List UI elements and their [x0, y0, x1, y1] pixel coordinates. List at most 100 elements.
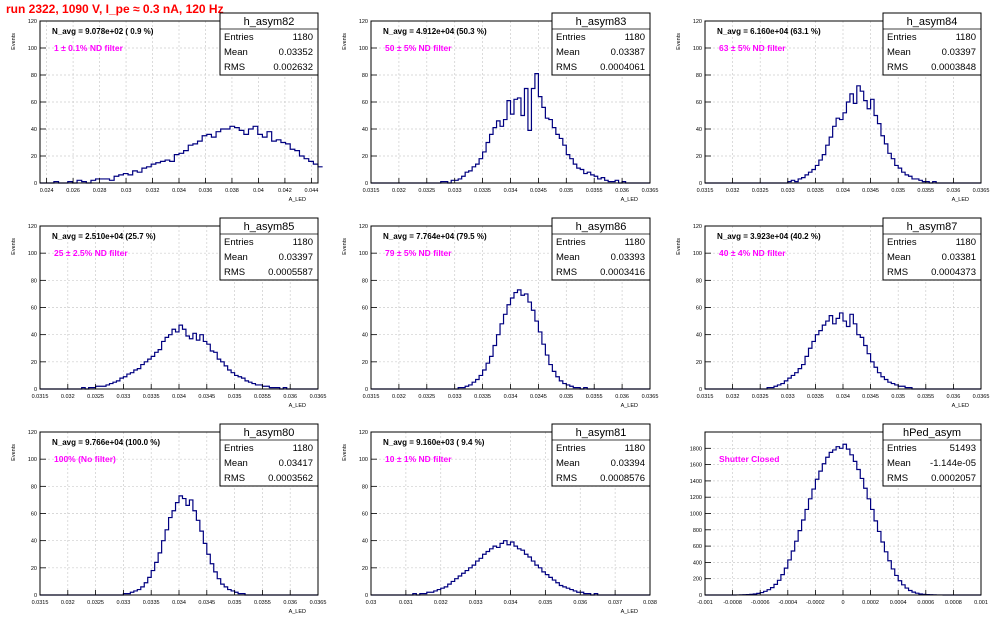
- stats-rms-value: 0.0003848: [931, 62, 976, 73]
- x-tick-label: 0.035: [228, 394, 242, 400]
- stats-entries-label: Entries: [887, 237, 917, 248]
- y-tick-label: 80: [362, 484, 368, 490]
- x-tick-label: 0.035: [891, 188, 905, 194]
- x-tick-label: 0.036: [199, 188, 213, 194]
- x-tick-label: 0.0315: [32, 394, 49, 400]
- stats-rms-label: RMS: [224, 473, 245, 484]
- stats-rms-label: RMS: [556, 473, 577, 484]
- x-tick-label: 0.035: [891, 394, 905, 400]
- y-tick-label: 20: [31, 360, 37, 366]
- y-tick-label: 60: [696, 306, 702, 312]
- stats-entries-value: 1180: [293, 443, 313, 454]
- x-tick-label: 0.0365: [310, 600, 327, 606]
- histogram-panel-h_asym83: 0.0315 0.032 0.0325 0.033 0.0335 0.034 0.0345 0…: [342, 12, 658, 203]
- x-tick-label: 0.0315: [697, 394, 714, 400]
- stats-entries-value: 1180: [625, 237, 645, 248]
- stats-mean-value: 0.03387: [611, 47, 645, 58]
- y-tick-label: 60: [362, 306, 368, 312]
- x-tick-label: 0.044: [304, 188, 318, 194]
- stats-entries-label: Entries: [224, 237, 254, 248]
- y-tick-label: 60: [31, 306, 37, 312]
- y-tick-label: 40: [31, 539, 37, 545]
- y-tick-label: 120: [359, 224, 368, 230]
- x-tick-label: 0.0325: [752, 188, 769, 194]
- x-tick-label: 0.034: [504, 188, 518, 194]
- x-tick-label: 0.0355: [254, 600, 271, 606]
- stats-rms-value: 0.0003416: [600, 267, 645, 278]
- x-tick-label: 0.0345: [198, 600, 215, 606]
- y-tick-label: 100: [28, 457, 37, 463]
- x-tick-label: 0.0345: [198, 394, 215, 400]
- x-tick-label: 0.036: [615, 188, 629, 194]
- y-tick-label: 60: [31, 512, 37, 518]
- y-tick-label: 20: [696, 154, 702, 160]
- x-tick-label: 0.037: [608, 600, 622, 606]
- x-axis-title: A_LED: [289, 609, 306, 615]
- filter-label: 10 ± 1% ND filter: [385, 454, 452, 464]
- stats-rms-value: 0.0002057: [931, 473, 976, 484]
- x-tick-label: 0.0365: [973, 394, 990, 400]
- stats-box: [219, 217, 319, 281]
- y-axis-title: Events: [676, 33, 682, 50]
- y-axis-title: Events: [11, 444, 17, 461]
- x-tick-label: 0.036: [573, 600, 587, 606]
- stats-entries-value: 1180: [293, 237, 313, 248]
- y-tick-label: 1200: [690, 495, 702, 501]
- histogram-panel-hPed_asym: -0.001 -0.0008 -0.0006 -0.0004 -0.0002 0 0.000…: [690, 423, 988, 606]
- x-tick-label: 0.035: [559, 188, 573, 194]
- stats-rms-label: RMS: [887, 267, 908, 278]
- stats-entries-value: 1180: [625, 443, 645, 454]
- y-tick-label: 60: [362, 512, 368, 518]
- x-tick-label: 0.0335: [143, 394, 160, 400]
- x-tick-label: 0.0345: [862, 394, 879, 400]
- stats-mean-value: 0.03397: [279, 252, 313, 263]
- x-tick-label: 0.026: [66, 188, 80, 194]
- y-tick-label: 0: [365, 181, 368, 187]
- x-tick-label: 0.042: [278, 188, 292, 194]
- x-tick-label: 0.0004: [890, 600, 907, 606]
- stats-rms-label: RMS: [224, 62, 245, 73]
- stats-rms-label: RMS: [556, 62, 577, 73]
- navg-label: N_avg = 6.160e+04 (63.1 %): [717, 27, 821, 36]
- x-tick-label: 0.0325: [87, 600, 104, 606]
- x-tick-label: 0.0345: [862, 188, 879, 194]
- y-tick-label: 120: [28, 430, 37, 436]
- y-tick-label: 20: [696, 360, 702, 366]
- y-tick-label: 120: [693, 19, 702, 25]
- stats-rms-label: RMS: [887, 473, 908, 484]
- x-tick-label: 0.032: [392, 188, 406, 194]
- y-tick-label: 80: [31, 484, 37, 490]
- stats-entries-value: 1180: [625, 32, 645, 43]
- stats-rms-label: RMS: [224, 267, 245, 278]
- stats-mean-label: Mean: [556, 252, 580, 263]
- y-tick-label: 100: [359, 251, 368, 257]
- stats-entries-label: Entries: [224, 32, 254, 43]
- x-tick-label: 0: [841, 600, 844, 606]
- y-tick-label: 0: [365, 387, 368, 393]
- x-tick-label: -0.0008: [723, 600, 742, 606]
- x-tick-label: 0.032: [61, 394, 75, 400]
- y-tick-label: 800: [693, 528, 702, 534]
- stats-box: [882, 12, 982, 76]
- x-tick-label: 0.0315: [697, 188, 714, 194]
- y-tick-label: 1800: [690, 446, 702, 452]
- x-tick-label: 0.03: [121, 188, 132, 194]
- navg-label: N_avg = 2.510e+04 (25.7 %): [52, 232, 156, 241]
- y-tick-label: 0: [699, 387, 702, 393]
- histogram-panel-h_asym87: 0.0315 0.032 0.0325 0.033 0.0335 0.034 0.0345 0…: [676, 217, 990, 409]
- y-tick-label: 80: [31, 278, 37, 284]
- y-tick-label: 1400: [690, 479, 702, 485]
- x-tick-label: 0.038: [643, 600, 657, 606]
- x-tick-label: 0.001: [974, 600, 988, 606]
- y-tick-label: 40: [362, 127, 368, 133]
- x-tick-label: 0.0315: [363, 188, 380, 194]
- x-tick-label: 0.0315: [32, 600, 49, 606]
- stats-rms-value: 0.0003562: [268, 473, 313, 484]
- stats-histogram-name: h_asym87: [907, 221, 958, 233]
- x-tick-label: 0.0002: [862, 600, 879, 606]
- stats-mean-value: 0.03393: [611, 252, 645, 263]
- stats-entries-value: 1180: [956, 32, 976, 43]
- x-tick-label: 0.0355: [254, 394, 271, 400]
- y-tick-label: 80: [362, 73, 368, 79]
- stats-mean-label: Mean: [224, 252, 248, 263]
